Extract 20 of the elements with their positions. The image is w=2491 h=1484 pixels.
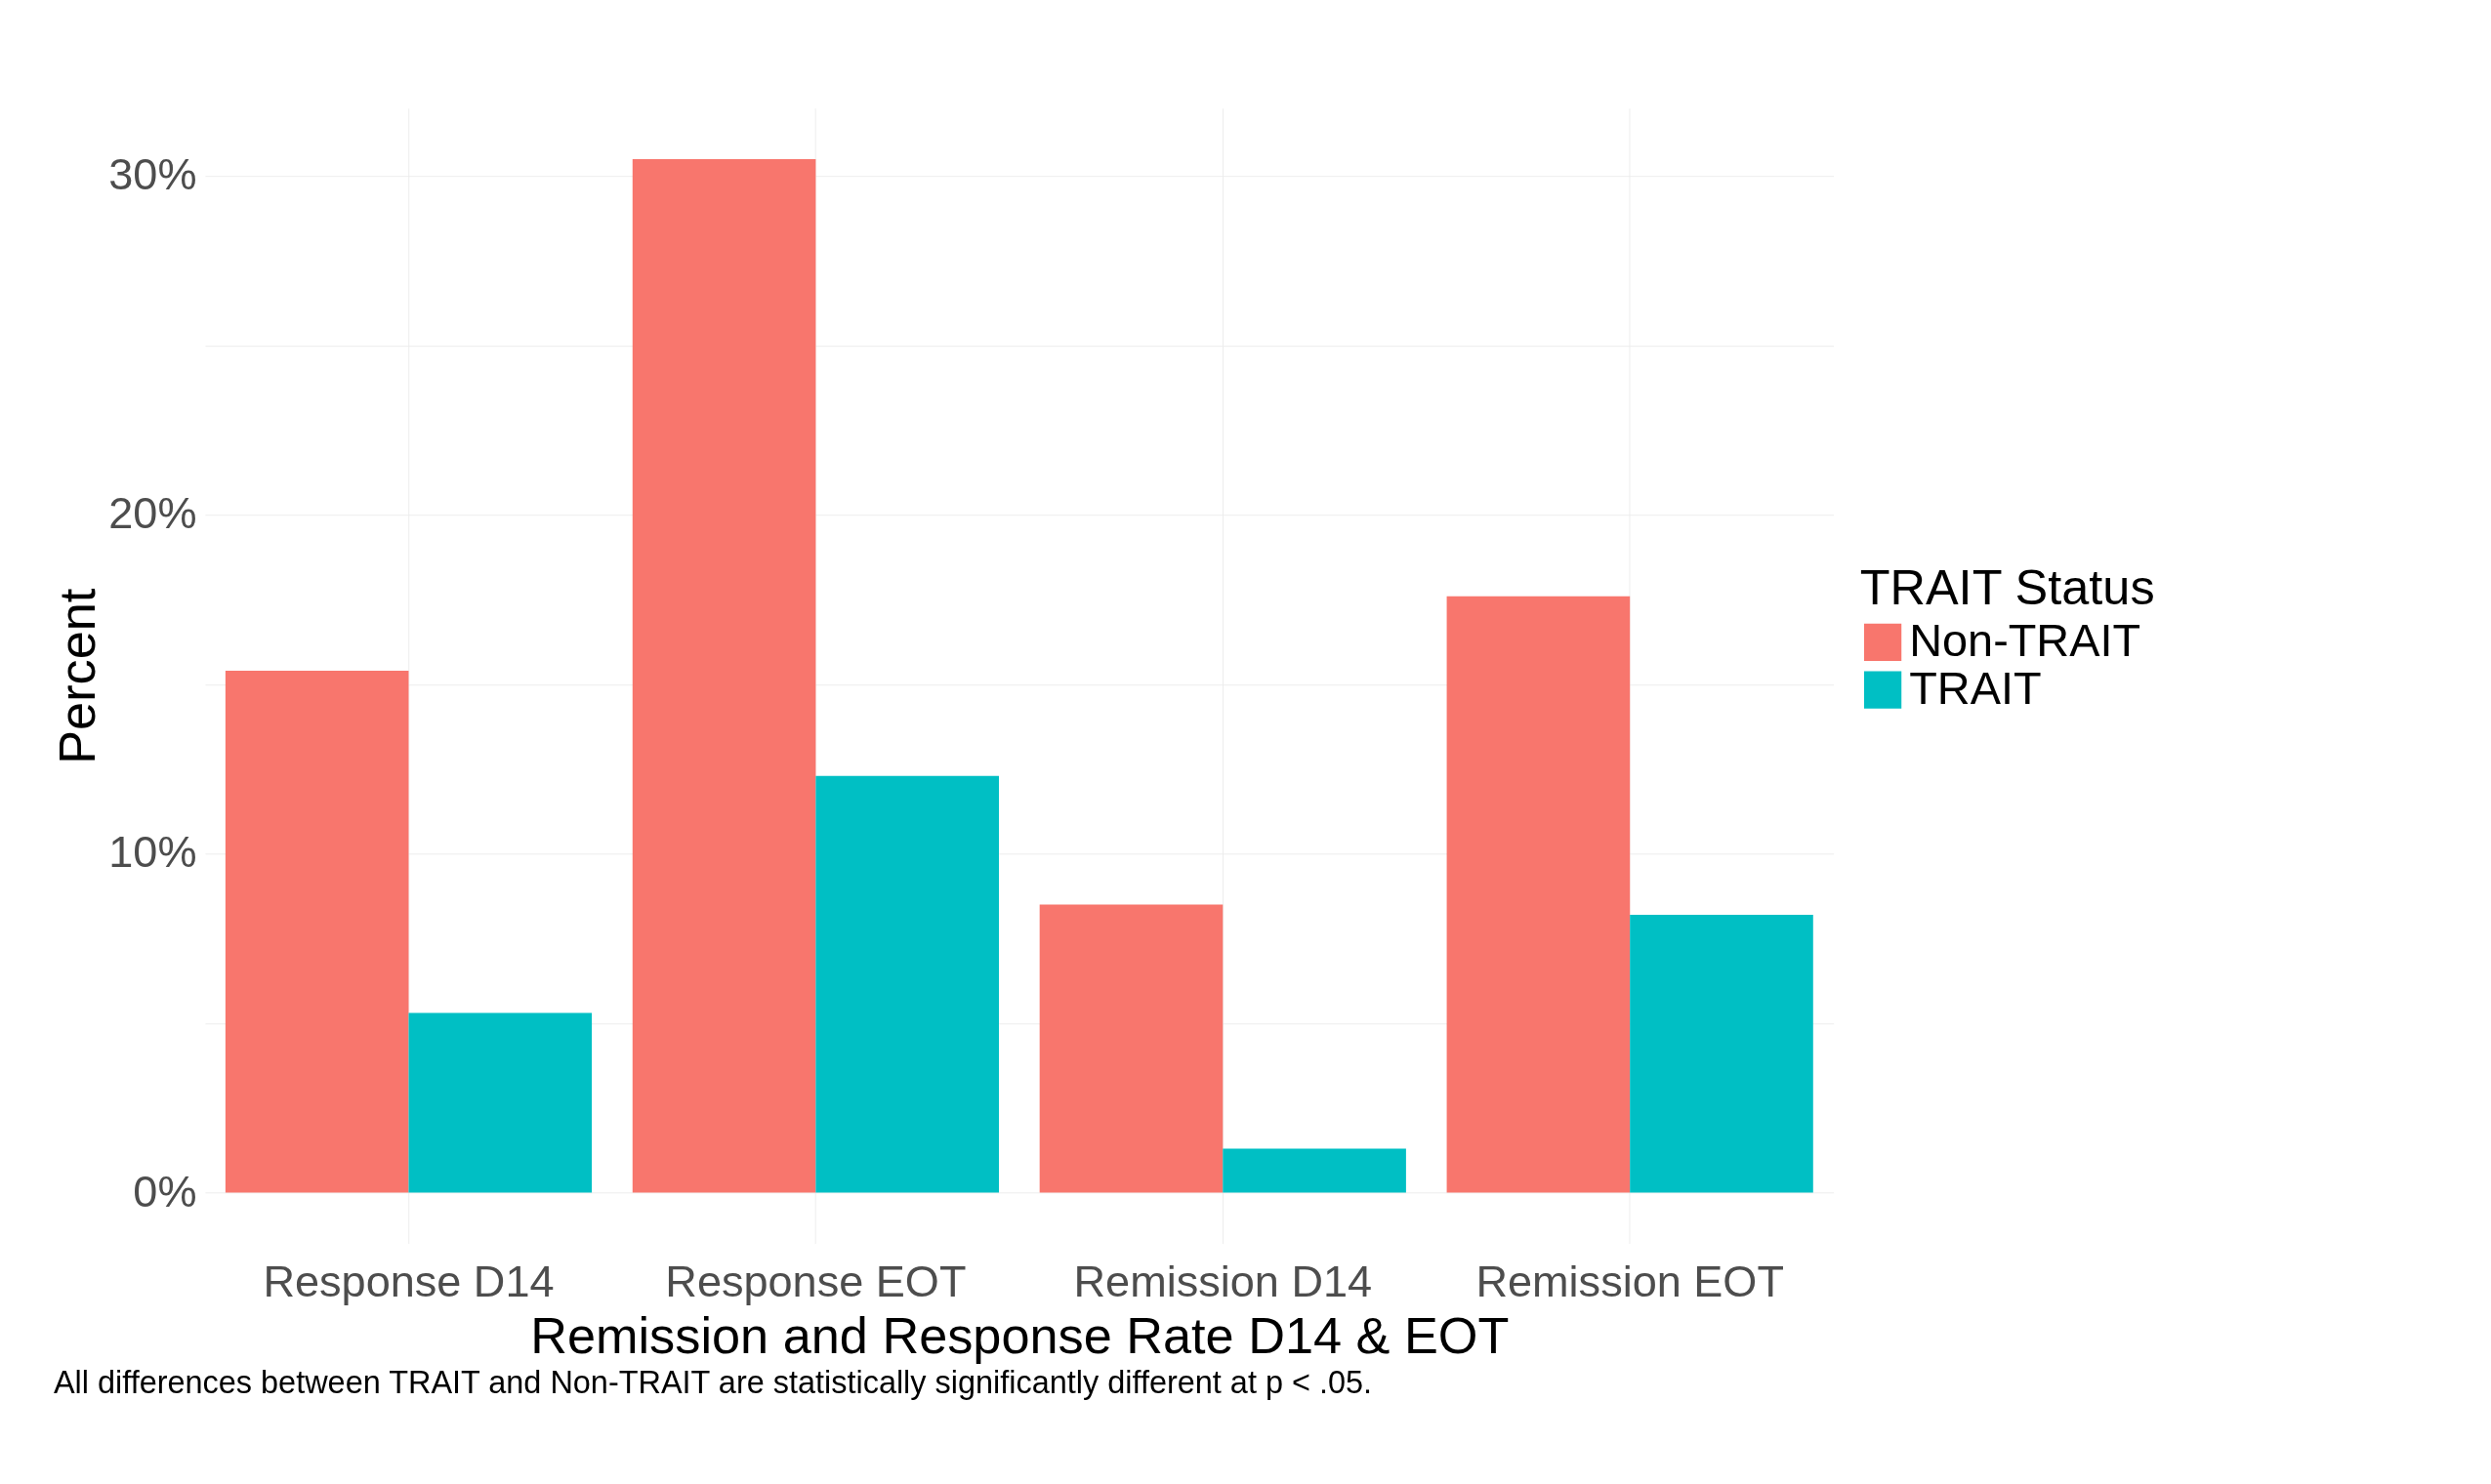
bar [1446, 596, 1631, 1193]
x-axis-title: Remission and Response Rate D14 & EOT [530, 1306, 1510, 1364]
bar [408, 1012, 593, 1193]
x-tick-label: Response EOT [665, 1257, 967, 1307]
bar [632, 158, 816, 1193]
legend-title: TRAIT Status [1859, 559, 2155, 616]
y-tick-label: 30% [108, 149, 197, 200]
y-tick-label: 10% [108, 827, 197, 878]
x-tick-label: Remission EOT [1475, 1257, 1784, 1307]
x-tick-label: Response D14 [263, 1257, 555, 1307]
y-axis-title: Percent [48, 588, 105, 764]
bar [1039, 904, 1224, 1193]
x-tick-label: Remission D14 [1073, 1257, 1373, 1307]
text: All differences between TRAIT and Non-TRAIT are statistically significantly different at p < .05. [53, 1364, 1373, 1400]
bar [1223, 1148, 1406, 1193]
y-tick-label: 20% [108, 488, 197, 539]
bar [815, 775, 999, 1193]
bar [225, 671, 409, 1193]
y-tick-label: 0% [133, 1166, 197, 1216]
bar [1630, 914, 1813, 1193]
